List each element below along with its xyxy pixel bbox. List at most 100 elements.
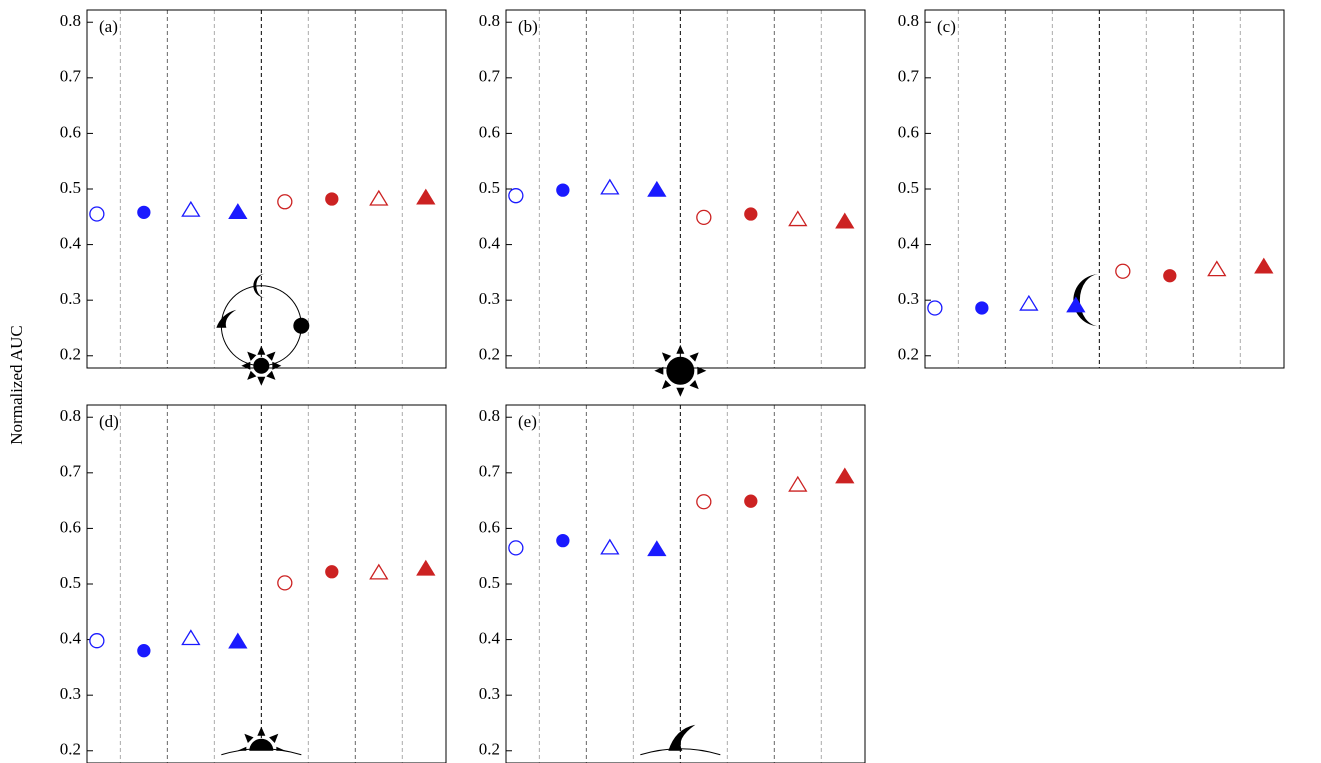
icon [216,309,237,328]
y-tick-label: 0.4 [479,233,501,252]
plot-frame [924,9,1285,369]
icon [221,748,302,756]
y-tick-label: 0.7 [60,462,82,481]
marker [744,207,758,221]
marker [181,629,201,646]
icon [247,351,257,361]
marker [1207,260,1227,277]
marker [369,189,389,206]
icon [640,748,721,756]
marker [369,563,389,580]
panel: 0.2 0.3 0.4 0.5 0.6 0.7 0.8 (b) [479,9,866,397]
icon [266,351,276,361]
marker [696,494,712,510]
y-tick-label: 0.4 [898,233,920,252]
panel: 0.2 0.3 0.4 0.5 0.6 0.7 0.8 (e) [479,404,866,763]
plot-frame [86,404,447,763]
y-tick-label: 0.6 [479,517,500,536]
icon [668,724,696,751]
y-tick-label: 0.7 [479,462,501,481]
marker [1163,269,1177,283]
marker [788,210,808,227]
y-tick-label: 0.8 [479,11,500,30]
y-tick-label: 0.5 [479,573,500,592]
icon [253,273,266,298]
y-tick-label: 0.4 [60,628,82,647]
icon [689,352,699,362]
marker [975,301,989,315]
marker [647,540,667,557]
marker [1254,257,1274,274]
icon [689,379,699,390]
y-tick-label: 0.8 [60,406,81,425]
icon [661,352,672,362]
y-tick-label: 0.2 [479,740,500,759]
y-tick-label: 0.2 [60,740,81,759]
marker [1019,294,1039,311]
marker [416,188,436,205]
y-tick-label: 0.7 [60,67,82,86]
marker [508,540,524,556]
y-tick-label: 0.5 [479,178,500,197]
icon [257,345,266,355]
marker [181,200,201,217]
panel-label: (a) [99,17,118,36]
panel-label: (e) [518,412,537,431]
marker [835,467,855,484]
marker [137,205,151,219]
y-tick-label: 0.2 [479,345,500,364]
marker [744,494,758,508]
y-tick-label: 0.3 [60,289,81,308]
panel-label: (b) [518,17,538,36]
marker [1115,263,1131,279]
marker [696,209,712,226]
y-tick-label: 0.4 [60,233,82,252]
panel: 0.2 0.3 0.4 0.5 0.6 0.7 0.8 (d) [60,404,447,763]
y-tick-label: 0.8 [479,406,500,425]
plot-frame [86,9,447,369]
y-tick-label: 0.3 [479,684,500,703]
marker [89,633,105,649]
marker [277,575,293,591]
y-tick-label: 0.6 [60,122,81,141]
icon [293,317,310,334]
icon [654,366,664,375]
marker [556,533,570,548]
y-tick-label: 0.3 [479,289,500,308]
y-tick-label: 0.6 [479,122,500,141]
icon [253,357,270,374]
y-tick-label: 0.3 [60,684,81,703]
y-tick-label: 0.3 [898,289,919,308]
panel: 0.2 0.3 0.4 0.5 0.6 0.7 0.8 (c) [898,9,1285,369]
marker [788,475,808,492]
icon [661,379,672,390]
marker [228,203,248,219]
marker [325,565,339,579]
icon [269,733,279,743]
marker [508,188,524,204]
marker [325,192,339,206]
y-tick-label: 0.6 [898,122,919,141]
marker [556,183,570,197]
icon [666,356,695,385]
panel-label: (d) [99,412,119,431]
icon [266,370,276,380]
y-tick-label: 0.8 [60,11,81,30]
marker [647,180,667,197]
marker [416,559,436,576]
y-axis-label: Normalized AUC [7,325,26,444]
y-tick-label: 0.8 [898,11,919,30]
marker [1066,296,1086,313]
marker [228,632,248,649]
marker [137,644,151,658]
plot-frame [505,404,866,763]
icon [247,370,257,380]
icon [257,376,266,386]
icon [244,733,254,743]
icon [697,366,707,375]
icon [257,726,266,736]
panel: 0.2 0.3 0.4 0.5 0.6 0.7 0.8 (a) [60,9,447,386]
y-tick-label: 0.6 [60,517,81,536]
y-tick-label: 0.2 [898,345,919,364]
